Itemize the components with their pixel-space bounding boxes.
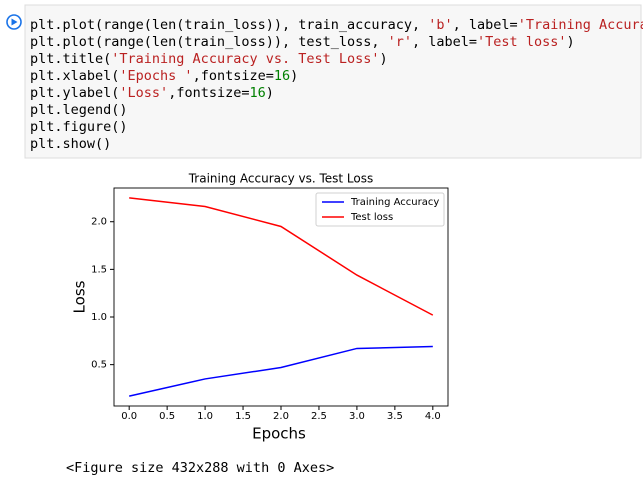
x-tick-label: 2.5: [311, 411, 327, 422]
x-tick-label: 4.0: [425, 411, 441, 422]
output-text: <Figure size 432x288 with 0 Axes>: [66, 460, 334, 476]
code-line: plt.legend(): [30, 102, 128, 118]
chart-title: Training Accuracy vs. Test Loss: [188, 172, 374, 186]
y-tick-label: 2.0: [91, 217, 107, 228]
code-line: plt.show(): [30, 136, 111, 152]
y-tick-label: 1.0: [91, 312, 107, 323]
legend: [315, 192, 445, 227]
x-tick-label: 2.0: [273, 411, 289, 422]
y-tick-label: 0.5: [91, 360, 107, 371]
x-tick-label: 3.0: [349, 411, 365, 422]
x-tick-label: 0.5: [159, 411, 175, 422]
legend-label: Test loss: [350, 212, 393, 223]
y-axis-label: Loss: [71, 280, 89, 313]
y-tick-label: 1.5: [91, 264, 107, 275]
series-line: [129, 197, 434, 316]
code-line: plt.ylabel('Loss',fontsize=16): [30, 85, 274, 101]
code-line: plt.figure(): [30, 119, 128, 135]
code-line: plt.plot(range(len(train_loss)), test_lo…: [30, 34, 575, 50]
x-tick-label: 3.5: [387, 411, 403, 422]
x-tick-label: 1.5: [235, 411, 251, 422]
x-tick-label: 0.0: [121, 411, 137, 422]
series-line: [129, 345, 433, 397]
code-line: plt.title('Training Accuracy vs. Test Lo…: [30, 51, 388, 67]
x-axis-label: Epochs: [252, 425, 306, 443]
code-cell: [24, 4, 642, 159]
x-tick-label: 1.0: [197, 411, 213, 422]
legend-label: Training Accuracy: [350, 197, 439, 208]
run-button[interactable]: [6, 14, 22, 30]
code-line: plt.xlabel('Epochs ',fontsize=16): [30, 68, 298, 84]
code-line: plt.plot(range(len(train_loss)), train_a…: [30, 17, 643, 33]
